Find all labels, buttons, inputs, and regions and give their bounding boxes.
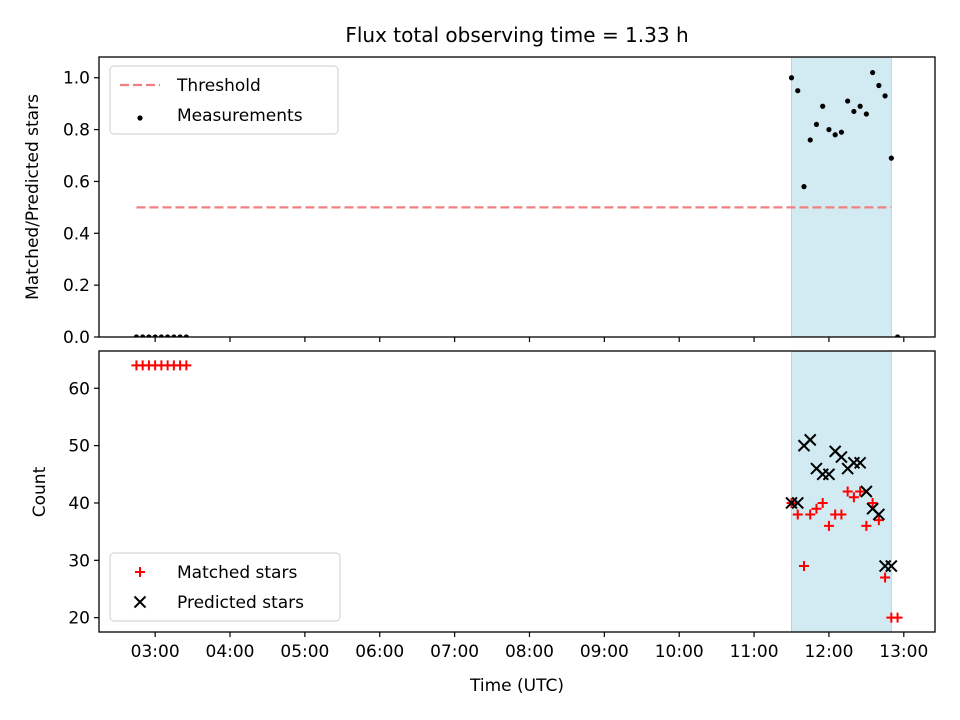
chart-title: Flux total observing time = 1.33 h	[345, 23, 688, 47]
predicted-star-point	[853, 456, 867, 470]
legend-marker-matched-stars	[135, 567, 145, 577]
y-tick-label: 60	[68, 379, 90, 399]
x-tick-label: 09:00	[580, 642, 629, 662]
legend-marker-measurements	[137, 115, 143, 121]
measurement-point	[795, 88, 801, 94]
x-axis-label: Time (UTC)	[469, 676, 564, 696]
predicted-star-point	[791, 496, 804, 510]
matched-star-point	[798, 561, 809, 572]
x-tick-label: 10:00	[655, 642, 704, 662]
x-tick-label: 04:00	[206, 642, 255, 662]
matched-star-point	[873, 515, 884, 526]
x-tick-label: 05:00	[280, 642, 329, 662]
y-tick-label: 0.2	[63, 276, 90, 296]
matched-star-point	[892, 612, 903, 623]
measurement-point	[807, 137, 813, 143]
measurement-point	[813, 121, 820, 128]
y-tick-label: 0.4	[63, 224, 90, 244]
legend-label: Threshold	[176, 76, 261, 96]
observing-interval-shade	[791, 56, 892, 338]
predicted-star-point	[872, 508, 886, 521]
matched-star-point	[805, 509, 816, 520]
predicted-star-point	[885, 559, 898, 573]
measurement-point	[832, 132, 838, 138]
matched-star-point	[811, 503, 822, 514]
legend-label: Measurements	[177, 106, 303, 126]
matched-star-point	[823, 520, 834, 531]
x-tick-label: 06:00	[355, 642, 404, 662]
legend-label: Predicted stars	[177, 593, 304, 613]
y-tick-label: 1.0	[63, 69, 90, 89]
panel-data	[131, 360, 903, 623]
measurement-point	[870, 69, 876, 76]
measurement-point	[851, 108, 857, 115]
measurement-point	[882, 93, 888, 99]
y-tick-label: 50	[68, 437, 90, 457]
y-axis-label-bottom: Count	[30, 466, 50, 517]
measurement-point	[838, 129, 845, 135]
x-tick-label: 11:00	[730, 642, 779, 662]
y-tick-label: 0.8	[63, 121, 90, 141]
measurement-point	[801, 184, 807, 190]
predicted-star-point	[860, 485, 873, 498]
series-predicted-stars	[785, 433, 898, 573]
axes-frame	[98, 56, 936, 338]
y-tick-label: 0.0	[63, 328, 90, 348]
measurement-point	[788, 75, 795, 81]
x-tick-label: 13:00	[879, 642, 928, 662]
measurement-point	[857, 103, 863, 109]
measurement-point	[876, 82, 882, 89]
matched-star-point	[855, 486, 866, 497]
legend-marker-predicted-stars	[133, 595, 147, 609]
y-tick-label: 0.6	[63, 172, 90, 192]
legend-box	[109, 552, 341, 622]
measurement-point	[820, 103, 826, 109]
x-tick-label: 07:00	[430, 642, 479, 662]
y-tick-label: 20	[68, 609, 90, 629]
legend: Threshold Measurements	[109, 65, 339, 135]
y-tick-label: 40	[68, 494, 90, 514]
matched-star-point	[836, 509, 847, 520]
measurement-point	[826, 126, 832, 133]
x-tick-label: 12:00	[804, 642, 853, 662]
y-tick-label: 30	[68, 551, 90, 571]
measurement-point	[845, 98, 851, 104]
x-tick-label: 08:00	[505, 642, 554, 662]
matched-star-point	[867, 497, 878, 508]
legend: Matched stars Predicted stars	[109, 552, 341, 622]
matched-star-point	[880, 572, 891, 583]
matched-star-point	[842, 486, 853, 497]
series-matched-stars	[131, 360, 903, 623]
panel-count: 20 30 40 50 60 03:00 04:00 05:00 06:00 07:00 08:00…	[68, 350, 936, 662]
matched-star-point	[817, 497, 828, 508]
axes-frame	[98, 350, 936, 633]
observing-interval-shade	[791, 350, 892, 633]
legend-label: Matched stars	[177, 563, 297, 583]
matched-star-point	[181, 360, 192, 371]
matched-star-point	[861, 520, 872, 531]
predicted-star-point	[835, 450, 848, 464]
y-axis-label-top: Matched/Predicted stars	[23, 94, 43, 300]
matched-star-point	[792, 509, 803, 520]
predicted-star-point	[822, 468, 836, 481]
measurement-point	[888, 155, 894, 161]
measurement-point	[863, 111, 869, 117]
x-tick-label: 03:00	[131, 642, 180, 662]
legend-box	[109, 65, 339, 135]
predicted-star-point	[804, 433, 817, 447]
matched-star-point	[848, 492, 859, 503]
panel-ratio: 0.0 0.2 0.4 0.6 0.8 1.0 Threshold Measurements	[63, 56, 936, 348]
